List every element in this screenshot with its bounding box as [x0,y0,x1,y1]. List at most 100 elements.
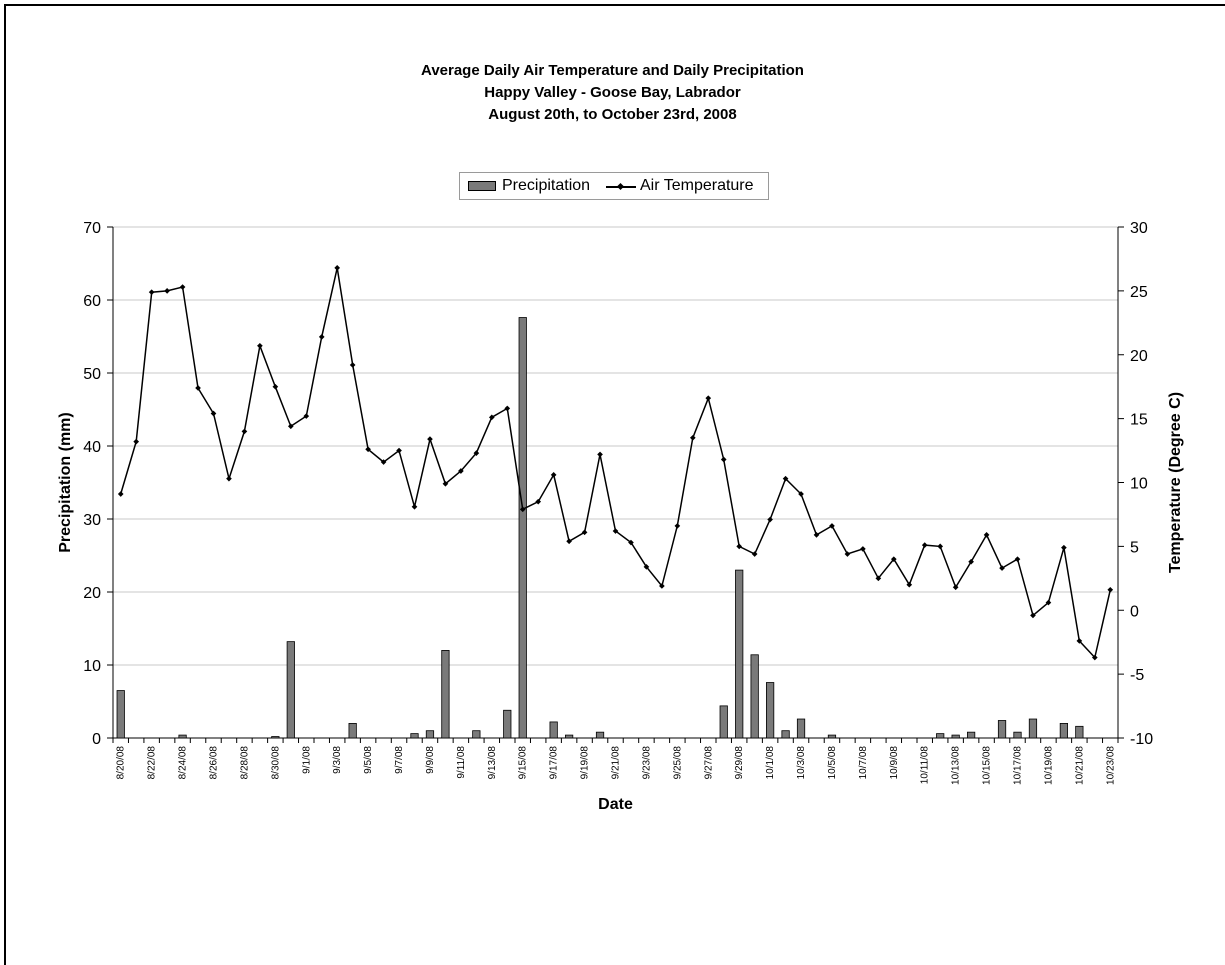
legend-temperature-label: Air Temperature [640,177,754,194]
temperature-point [195,385,201,391]
temperature-point [241,428,248,435]
x-tick-label: 8/28/08 [239,746,250,780]
x-tick-label: 8/20/08 [116,746,127,780]
temperature-point [1107,586,1114,593]
temperature-point [1091,654,1098,661]
x-tick-label: 8/30/08 [270,746,281,780]
temperature-point [257,342,263,349]
x-tick-label: 10/7/08 [858,746,869,780]
temperature-point [334,265,341,271]
temperature-point [550,472,557,478]
left-tick-label: 20 [83,585,101,602]
precipitation-bar [1075,725,1084,739]
temperature-point [782,475,789,482]
temperature-point [705,395,712,402]
temperature-point [937,543,944,550]
x-tick-label: 10/13/08 [951,746,962,785]
left-tick-label: 0 [92,731,101,748]
x-axis-title: Date [598,796,633,813]
temperature-point [133,438,140,445]
temperature-point [659,583,665,589]
x-tick-label: 9/15/08 [518,746,529,780]
precipitation-bar [271,736,280,739]
x-tick-label: 8/26/08 [209,746,220,780]
temperature-point [906,581,913,588]
temperature-point [999,565,1005,571]
temperature-point [210,410,217,417]
x-tick-label: 9/13/08 [487,746,498,780]
temperature-line [119,267,1112,660]
temperature-point [643,563,650,570]
precipitation-bar [518,317,527,739]
precipitation-bar [951,734,960,739]
temperature-point [983,532,990,538]
temperature-point [968,558,974,565]
temperature-point [674,523,681,529]
precipitation-bar [1013,731,1022,739]
precipitation-bar [997,720,1007,739]
temperature-point [535,498,542,505]
right-tick-label: -5 [1130,667,1144,684]
precipitation-bar [425,730,435,739]
right-tick-label: -10 [1130,731,1153,748]
temperature-point [736,543,743,550]
x-tick-label: 10/15/08 [982,746,993,785]
x-tick-label: 10/17/08 [1013,746,1024,785]
precipitation-bar [503,709,512,739]
precipitation-bar [410,733,419,739]
x-tick-label: 9/11/08 [456,746,467,779]
x-tick-label: 10/21/08 [1074,746,1085,785]
x-tick-label: 10/23/08 [1105,746,1116,785]
x-tick-label: 9/9/08 [425,746,436,774]
precipitation-bar [178,734,187,739]
temperature-point [380,459,387,465]
temperature-point [813,532,820,538]
temperature-point [720,456,727,463]
right-tick-label: 30 [1130,220,1148,237]
temperature-point [1045,599,1052,606]
temperature-point [844,551,851,557]
precipitation-bar [1059,723,1068,739]
temperature-point [303,413,310,419]
precipitation-bar [286,641,295,739]
legend-precipitation-swatch [468,181,496,191]
temperature-point [860,546,866,552]
temperature-point [365,446,371,453]
temperature-point [1030,612,1036,619]
temperature-point [272,383,279,390]
x-tick-label: 9/25/08 [672,746,683,780]
temperature-point [442,480,449,487]
precipitation-bar [116,690,125,739]
temperature-point [952,584,959,591]
right-axis-title: Temperature (Degree C) [1167,392,1184,573]
temperature-point [287,423,294,430]
precipitation-bar [441,650,450,739]
temperature-point [829,523,835,529]
x-tick-label: 9/29/08 [734,746,745,780]
temperature-point [1076,638,1083,644]
chart-title-line-1: Average Daily Air Temperature and Daily … [421,62,804,79]
x-tick-label: 8/24/08 [178,746,189,780]
left-tick-label: 60 [83,293,101,310]
precipitation-bar [735,569,744,739]
left-tick-label: 70 [83,220,101,237]
temperature-point [921,542,928,548]
right-tick-label: 5 [1130,539,1139,556]
x-tick-label: 8/22/08 [147,746,158,780]
x-tick-label: 9/7/08 [394,746,405,774]
x-tick-label: 9/3/08 [332,746,343,774]
temperature-point [411,503,418,510]
temperature-point [767,516,773,523]
temperature-point [751,551,758,557]
temperature-point [164,288,170,294]
x-tick-label: 10/3/08 [796,746,807,780]
temperature-point [581,529,588,536]
temperature-point [458,468,464,474]
temperature-point [504,405,511,412]
temperature-point [597,451,603,458]
temperature-point [612,528,619,534]
temperature-point [1061,544,1067,551]
chart-title-line-3: August 20th, to October 23rd, 2008 [488,106,737,123]
precipitation-bar [766,682,775,739]
x-tick-label: 10/19/08 [1043,746,1054,785]
